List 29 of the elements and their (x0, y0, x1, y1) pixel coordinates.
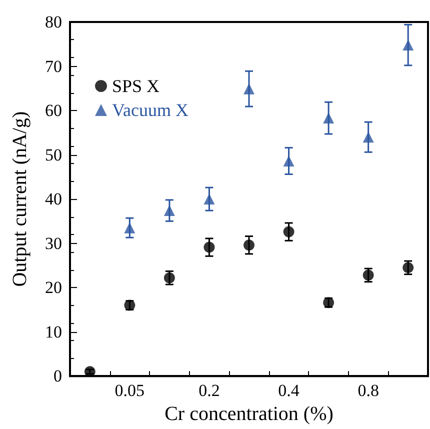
x-axis-title: Cr concentration (%) (164, 403, 334, 425)
legend-label: Vacuum X (112, 100, 188, 120)
point (204, 194, 215, 205)
point (402, 40, 414, 51)
y-tick-label: 10 (45, 322, 62, 342)
y-axis-title: Output current (nA/g) (9, 111, 31, 287)
point (323, 112, 334, 124)
x-tick-label: 0.4 (278, 381, 300, 400)
point (124, 222, 136, 234)
y-tick-label: 0 (54, 366, 62, 386)
point (283, 226, 294, 238)
y-tick-label: 80 (45, 12, 62, 32)
y-tick-label: 60 (45, 101, 62, 120)
point (362, 132, 374, 143)
x-tick-label: 0.05 (114, 381, 145, 400)
x-tick-label: 0.2 (198, 381, 220, 400)
point (164, 205, 175, 216)
point (244, 240, 254, 251)
y-tick-label: 20 (45, 278, 62, 298)
point (84, 366, 96, 378)
point (244, 83, 254, 94)
legend-label: SPS X (112, 76, 160, 96)
y-tick-label: 40 (45, 190, 62, 209)
point (283, 155, 294, 166)
y-tick-label: 50 (45, 145, 62, 164)
x-tick-label: 0.8 (358, 381, 379, 400)
y-tick-label: 30 (45, 234, 62, 253)
point (204, 242, 215, 253)
y-tick-label: 70 (45, 56, 62, 76)
